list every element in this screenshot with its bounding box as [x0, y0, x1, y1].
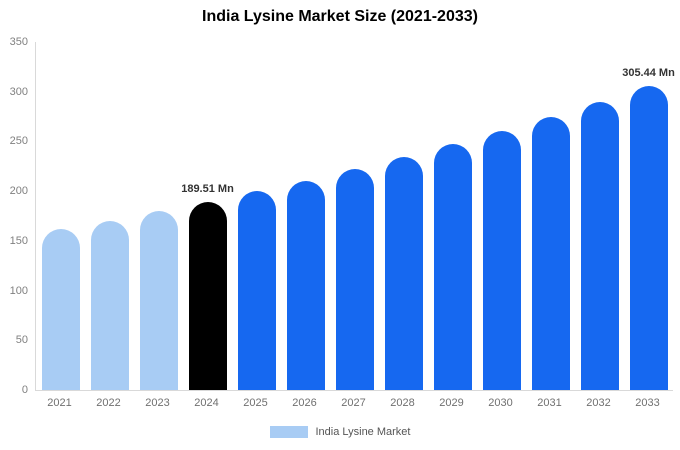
x-tick-2026: 2026 [292, 397, 317, 409]
bar-2029 [433, 144, 472, 390]
plot-area: 189.51 Mn 305.44 Mn [35, 42, 675, 391]
y-tick-50: 50 [15, 334, 28, 347]
bar-2024 [188, 201, 227, 390]
bar-2028 [384, 157, 423, 390]
y-tick-250: 250 [9, 135, 28, 148]
y-tick-350: 350 [9, 36, 28, 48]
bar-2025 [237, 191, 276, 390]
y-tick-100: 100 [9, 284, 28, 297]
x-tick-2033: 2033 [635, 397, 660, 409]
bar-value-label-2024: 189.51 Mn [181, 182, 234, 195]
x-tick-2032: 2032 [586, 397, 611, 409]
bar-2026 [286, 180, 325, 390]
y-tick-150: 150 [9, 234, 28, 247]
bar-2023 [139, 211, 178, 390]
legend: India Lysine Market [0, 426, 680, 438]
y-tick-0: 0 [21, 384, 28, 396]
x-tick-2024: 2024 [194, 397, 219, 409]
x-tick-2021: 2021 [47, 397, 72, 409]
bar-value-label-2033: 305.44 Mn [622, 67, 675, 80]
x-tick-2023: 2023 [145, 397, 170, 409]
chart-title: India Lysine Market Size (2021-2033) [202, 8, 478, 25]
bar-2021 [41, 229, 80, 390]
bar-2033 [629, 86, 668, 390]
bar-2027 [335, 169, 374, 390]
bar-2031 [531, 116, 570, 390]
y-tick-200: 200 [9, 185, 28, 198]
legend-swatch [269, 426, 308, 438]
x-tick-2022: 2022 [96, 397, 121, 409]
bar-2022 [90, 220, 129, 390]
x-tick-2027: 2027 [341, 397, 366, 409]
x-tick-2029: 2029 [439, 397, 464, 409]
y-tick-300: 300 [9, 85, 28, 98]
legend-label: India Lysine Market [315, 426, 411, 438]
x-tick-2025: 2025 [243, 397, 268, 409]
x-tick-2030: 2030 [488, 397, 513, 409]
x-tick-2031: 2031 [537, 397, 562, 409]
bar-2030 [482, 131, 521, 390]
bar-2032 [580, 101, 619, 390]
x-tick-2028: 2028 [390, 397, 415, 409]
